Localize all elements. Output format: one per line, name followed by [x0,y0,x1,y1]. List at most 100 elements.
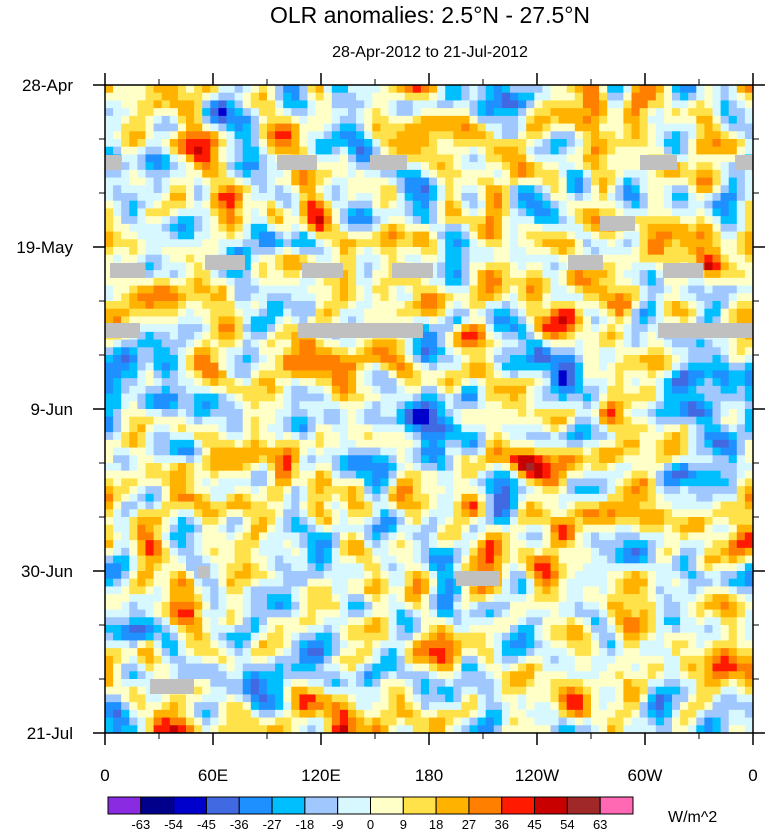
field-cell [250,393,260,402]
field-cell [234,532,244,541]
field-cell [275,416,284,426]
field-cell [510,455,519,464]
field-cell [680,146,689,156]
field-cell [663,316,673,325]
field-cell [169,293,179,302]
field-cell [518,393,527,402]
field-cell [242,92,252,102]
field-cell [736,517,746,526]
field-cell [267,486,276,495]
field-cell [437,247,446,256]
field-cell [356,362,365,372]
field-cell [582,108,592,117]
field-cell [461,316,471,325]
field-cell [688,308,697,318]
field-cell [145,509,155,518]
field-cell [623,432,633,441]
field-cell [153,517,163,526]
field-cell [591,100,600,109]
field-cell [566,339,576,348]
field-cell [477,277,487,287]
field-cell [250,563,260,572]
field-cell [396,177,406,186]
field-cell [566,347,576,356]
field-cell [242,208,252,217]
field-cell [177,486,187,495]
field-cell [137,108,147,117]
field-cell [129,85,138,94]
field-cell [412,486,422,495]
field-cell [615,277,624,287]
field-cell [145,223,155,233]
field-cell [339,355,349,364]
field-cell [226,517,236,526]
field-cell [639,378,649,387]
field-cell [323,409,333,418]
field-cell [469,401,479,410]
field-cell [315,524,325,534]
field-cell [218,92,228,102]
field-cell [307,239,317,248]
field-cell [704,277,714,287]
field-cell [234,339,244,348]
field-cell [728,85,738,94]
field-cell [477,316,487,325]
field-cell [169,193,179,202]
field-cell [493,347,503,356]
field-cell [445,478,454,487]
field-cell [420,447,430,456]
field-cell [526,393,535,402]
field-cell [169,247,179,256]
field-cell [712,208,722,217]
field-cell [161,223,171,233]
field-cell [218,370,228,379]
field-cell [194,301,203,310]
field-cell [145,463,155,472]
field-cell [526,139,535,148]
field-cell [639,85,649,94]
field-cell [388,355,398,364]
field-cell [145,293,155,302]
field-cell [186,331,195,341]
field-cell [186,308,195,318]
field-cell [526,216,535,225]
field-cell [275,169,284,179]
field-cell [510,470,519,480]
field-cell [647,416,657,426]
field-cell [323,123,333,132]
field-cell [339,293,349,302]
field-cell [331,277,341,287]
field-cell [477,447,487,456]
field-cell [364,115,373,125]
field-cell [283,301,292,310]
field-cell [210,100,219,109]
field-cell [258,547,268,557]
field-cell [299,123,309,132]
field-cell [186,131,195,140]
field-cell [283,193,292,202]
field-cell [291,370,300,379]
field-cell [258,92,268,102]
field-cell [437,470,446,480]
field-cell [728,416,738,426]
field-cell [105,123,114,132]
field-cell [283,432,292,441]
field-cell [526,185,535,194]
field-cell [591,439,600,449]
field-cell [477,378,487,387]
field-cell [307,208,317,217]
field-cell [331,463,341,472]
field-cell [323,401,333,410]
field-cell [574,486,584,495]
field-cell [429,447,438,456]
field-cell [696,169,705,179]
field-cell [250,123,260,132]
field-cell [591,401,600,410]
field-cell [388,115,398,125]
field-cell [461,385,471,395]
field-cell [688,162,697,171]
field-cell [696,555,705,564]
field-cell [299,378,309,387]
field-cell [323,424,333,433]
field-cell [453,331,462,341]
